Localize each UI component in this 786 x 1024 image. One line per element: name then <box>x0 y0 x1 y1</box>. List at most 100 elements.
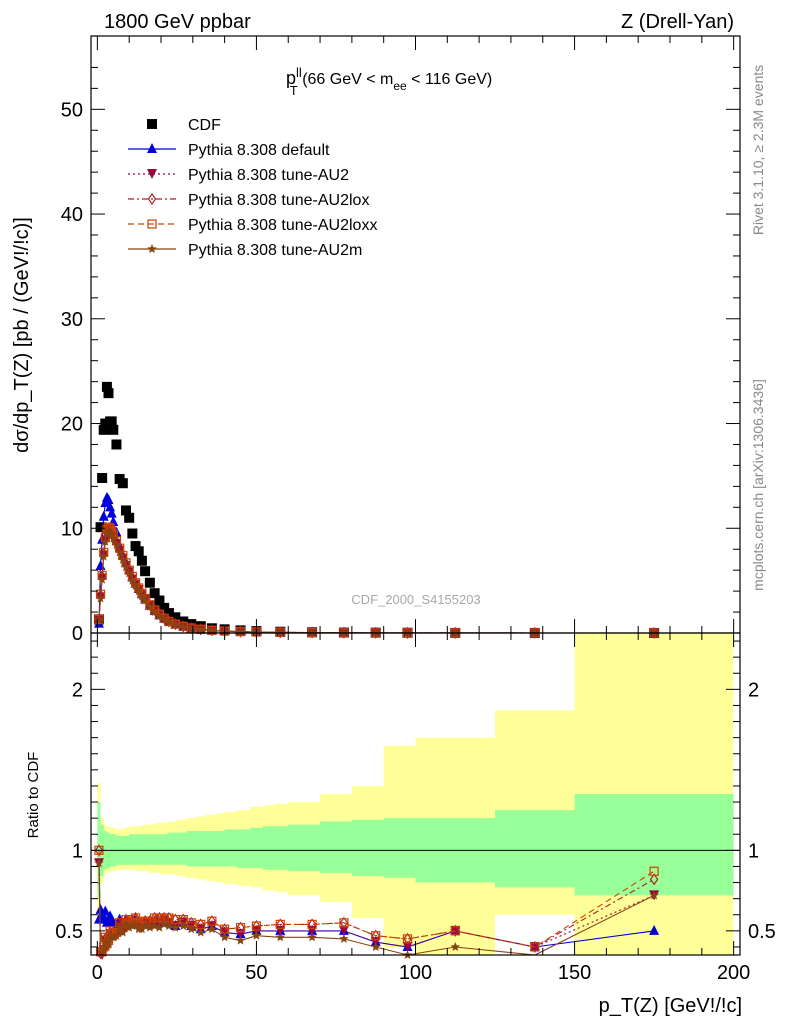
ratio-xtick-label-0: 0 <box>92 962 103 984</box>
main-point-0-8 <box>106 416 117 427</box>
ratio-point-4-25 <box>170 922 181 932</box>
ratio-point-4-0 <box>94 858 104 868</box>
ratio-ylabel: Ratio to CDF <box>25 752 42 839</box>
ratio-point-4-4 <box>100 937 111 947</box>
ratio-point-3-31 <box>235 923 246 933</box>
ratio-ytick-label-right-1: 1 <box>748 840 759 862</box>
plot-title-sub: T <box>290 83 298 98</box>
main-point-0-10 <box>111 439 122 450</box>
legend-marker-5 <box>147 244 157 253</box>
main-point-0-6 <box>103 388 114 399</box>
plot-title-main: p <box>286 68 296 88</box>
main-point-0-9 <box>108 424 119 435</box>
ratio-point-3-32 <box>251 921 262 931</box>
ratio-point-3-40 <box>649 866 659 876</box>
ratio-point-4-6 <box>103 938 114 948</box>
main-point-3-0 <box>94 613 104 626</box>
ratio-point-4-31 <box>235 935 246 945</box>
main-point-5-13 <box>121 562 131 572</box>
ratio-ytick-label-right-0: 0.5 <box>748 921 776 943</box>
main-point-0-24 <box>163 608 174 619</box>
legend-entry-2: Pythia 8.308 tune-AU2 <box>128 167 349 184</box>
ratio-point-4-35 <box>339 933 349 943</box>
main-point-5-35 <box>339 627 349 637</box>
ratio-point-4-10 <box>111 930 122 940</box>
legend-marker-0 <box>147 119 157 129</box>
main-point-1-7 <box>105 501 116 512</box>
legend-label-2: Pythia 8.308 tune-AU2 <box>188 167 349 184</box>
main-ylabel: dσ/dp_T(Z) [pb / (GeV!/!c)] <box>11 217 33 453</box>
legend-entry-1: Pythia 8.308 default <box>128 142 330 159</box>
main-point-5-17 <box>134 586 144 596</box>
main-ytick-label-10: 10 <box>61 518 83 540</box>
main-point-0-1 <box>95 522 106 533</box>
ratio-point-4-14 <box>124 922 134 932</box>
legend: CDF Pythia 8.308 default Pythia 8.308 tune… <box>128 117 377 259</box>
main-point-0-21 <box>149 588 160 599</box>
ratio-point-1-35 <box>338 925 349 936</box>
ratio-point-3-37 <box>402 934 413 944</box>
main-point-5-15 <box>127 575 138 585</box>
legend-marker-1 <box>147 143 157 153</box>
ratio-point-3-36 <box>371 931 381 941</box>
main-point-0-20 <box>144 577 155 588</box>
plot-title-sub2: ee <box>393 79 407 93</box>
main-point-3-26 <box>179 620 188 633</box>
main-point-5-19 <box>140 595 150 605</box>
main-point-0-17 <box>133 546 144 557</box>
legend-label-4: Pythia 8.308 tune-AU2loxx <box>188 217 377 234</box>
main-panel-series <box>93 381 660 640</box>
ratio-point-4-38 <box>450 942 460 951</box>
legend-entry-0: CDF <box>147 117 221 134</box>
main-point-5-31 <box>235 626 246 636</box>
main-ytick-label-0: 0 <box>72 623 83 645</box>
main-ytick-label-50: 50 <box>61 99 83 121</box>
main-point-0-25 <box>170 612 181 623</box>
legend-entry-5: Pythia 8.308 tune-AU2m <box>128 242 362 259</box>
header-right: Z (Drell-Yan) <box>621 11 734 33</box>
ratio-point-1-37 <box>402 941 413 952</box>
ratio-point-3-35 <box>339 918 349 928</box>
main-point-5-21 <box>149 607 160 617</box>
ratio-point-2-39 <box>530 940 540 953</box>
ratio-point-4-3 <box>99 945 109 955</box>
main-point-5-27 <box>186 623 196 633</box>
main-point-5-3 <box>99 551 109 561</box>
main-point-3-33 <box>276 626 285 639</box>
header-left: 1800 GeV ppbar <box>104 11 251 33</box>
ratio-point-4-40 <box>649 890 659 900</box>
main-point-5-25 <box>170 619 181 629</box>
ratio-xtick-label-50: 50 <box>245 962 267 984</box>
main-point-0-12 <box>117 478 128 489</box>
main-point-1-8 <box>106 507 117 518</box>
main-point-0-14 <box>124 512 135 523</box>
ratio-uncertainty-bands <box>97 633 734 955</box>
ratio-point-4-11 <box>114 922 125 932</box>
main-point-0-13 <box>120 505 131 516</box>
main-point-0-16 <box>130 541 141 552</box>
ratio-point-4-20 <box>145 922 155 932</box>
main-point-5-20 <box>145 601 155 611</box>
main-point-0-5 <box>101 381 112 392</box>
mcplots-label: mcplots.cern.ch [arXiv:1306.3436] <box>750 379 766 591</box>
ratio-point-4-28 <box>196 927 206 937</box>
ratio-point-2-38 <box>451 924 460 937</box>
main-point-0-22 <box>154 595 165 606</box>
ratio-point-2-35 <box>339 916 349 929</box>
ratio-point-2-37 <box>403 932 412 945</box>
main-point-3-34 <box>307 626 317 639</box>
ratio-point-2-31 <box>236 921 245 934</box>
ratio-point-2-33 <box>276 918 285 931</box>
ratio-point-4-29 <box>207 924 217 934</box>
ratio-xtick-label-100: 100 <box>399 962 432 984</box>
rivet-version-label: Rivet 3.1.10, ≥ 2.3M events <box>750 65 766 235</box>
main-point-5-9 <box>108 533 118 543</box>
ratio-band-green <box>97 794 734 899</box>
ratio-ytick-label-1: 1 <box>72 840 83 862</box>
ratio-point-4-32 <box>251 930 262 940</box>
main-point-5-1 <box>95 593 106 603</box>
legend-entry-4: Pythia 8.308 tune-AU2loxx <box>128 217 377 234</box>
main-point-5-14 <box>124 568 134 578</box>
plot-title: pll T (66 GeV < mee < 116 GeV) <box>286 65 492 98</box>
ratio-point-4-12 <box>118 927 128 937</box>
